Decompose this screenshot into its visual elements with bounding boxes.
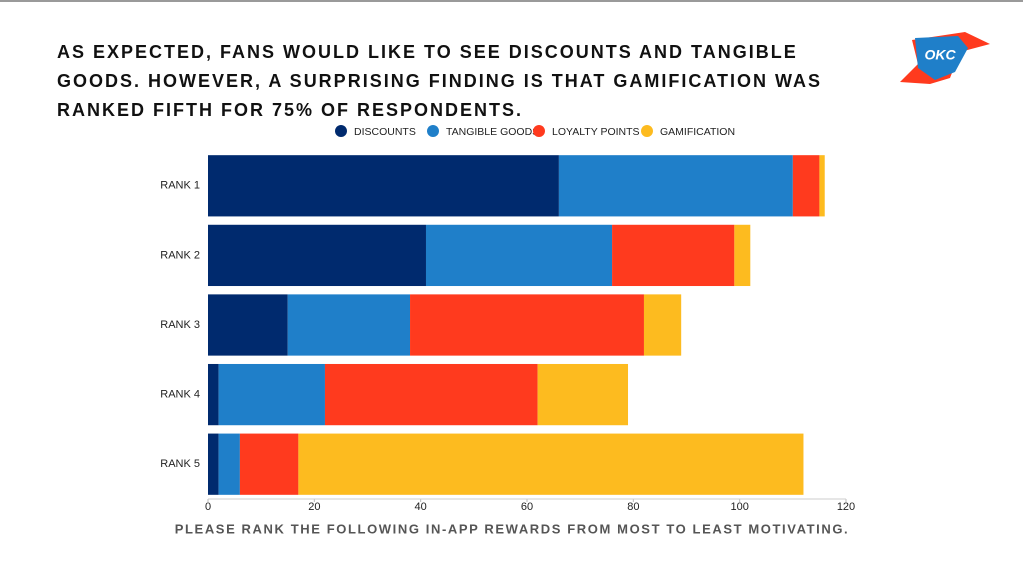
y-tick-label: RANK 3 <box>160 319 200 331</box>
y-tick-label: RANK 1 <box>160 180 200 192</box>
bar-segment <box>208 224 426 287</box>
x-tick-label: 100 <box>730 501 748 513</box>
bar-segment <box>734 224 751 287</box>
bar-segment <box>612 224 735 287</box>
bar-segment <box>298 433 804 495</box>
chart-title: As expected, fans would like to see disc… <box>57 42 823 120</box>
bar-segment <box>208 363 219 426</box>
legend-swatch <box>427 125 439 137</box>
logo-shield <box>915 36 968 80</box>
bar-segment <box>537 363 629 426</box>
legend-label: GAMIFICATION <box>660 126 735 138</box>
bar-segment <box>425 224 613 287</box>
bar-segment <box>208 433 219 495</box>
bar-segment <box>218 363 325 426</box>
bar-segment <box>558 155 793 217</box>
bar-segment <box>287 294 411 356</box>
bar-segment <box>819 155 825 217</box>
x-axis-label: PLEASE RANK THE FOLLOWING IN-APP REWARDS… <box>175 521 850 536</box>
logo: OKC <box>900 32 990 84</box>
legend-label: DISCOUNTS <box>354 126 416 138</box>
x-tick-label: 120 <box>837 501 855 513</box>
bar-segment <box>218 433 240 495</box>
bar-segment <box>643 294 682 356</box>
bar-segment <box>208 294 288 356</box>
legend-label: TANGIBLE GOODS <box>446 126 539 138</box>
y-tick-label: RANK 5 <box>160 458 200 470</box>
legend-swatch <box>533 125 545 137</box>
legend-swatch <box>641 125 653 137</box>
bar-segment <box>239 433 299 495</box>
x-tick-label: 20 <box>308 501 320 513</box>
y-tick-label: RANK 2 <box>160 249 200 261</box>
legend-swatch <box>335 125 347 137</box>
bar-segment <box>410 294 644 356</box>
logo-text: OKC <box>924 47 956 63</box>
x-tick-label: 40 <box>415 501 427 513</box>
x-tick-label: 80 <box>627 501 639 513</box>
y-tick-label: RANK 4 <box>160 389 200 401</box>
bar-segment <box>792 155 820 217</box>
bar-segment <box>208 155 559 217</box>
x-tick-label: 0 <box>205 501 211 513</box>
legend-label: LOYALTY POINTS <box>552 126 640 138</box>
bar-segment <box>324 363 538 426</box>
x-tick-label: 60 <box>521 501 533 513</box>
